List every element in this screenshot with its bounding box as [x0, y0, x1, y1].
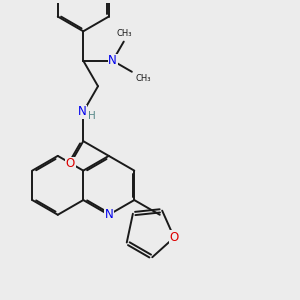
- Text: CH₃: CH₃: [116, 29, 131, 38]
- Text: CH₃: CH₃: [135, 74, 151, 83]
- Text: N: N: [77, 105, 86, 118]
- Text: O: O: [66, 157, 75, 170]
- Text: N: N: [104, 208, 113, 221]
- Text: O: O: [169, 231, 179, 244]
- Text: H: H: [88, 111, 95, 121]
- Text: N: N: [108, 54, 117, 67]
